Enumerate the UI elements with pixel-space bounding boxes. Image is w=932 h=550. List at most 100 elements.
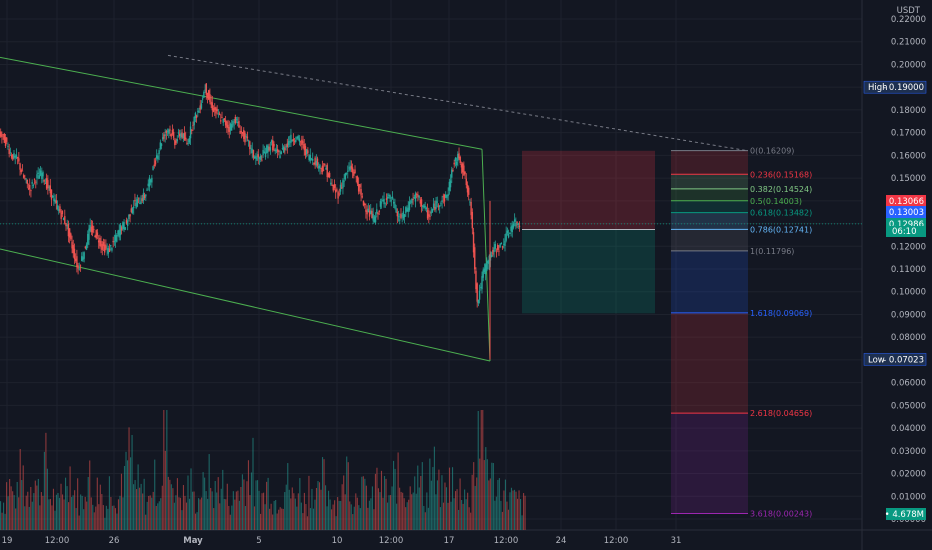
candle-body — [168, 129, 170, 134]
currency-label: USDT — [897, 6, 921, 16]
volume-bar — [229, 514, 231, 530]
drawing-lines[interactable] — [0, 54, 862, 362]
candle-body — [272, 140, 274, 151]
candle-body — [452, 169, 454, 171]
candle-body — [287, 141, 290, 145]
volume-bar — [157, 503, 159, 530]
volume-bar — [81, 495, 83, 530]
volume-bar — [19, 448, 21, 530]
volume-bar — [137, 464, 139, 530]
candle-body — [238, 121, 240, 128]
volume-bar — [237, 490, 239, 530]
dashed-trendline[interactable] — [167, 54, 749, 152]
volume-bar — [226, 483, 228, 530]
x-tick-label: 12:00 — [604, 536, 629, 546]
short-position-tool[interactable] — [522, 150, 655, 314]
volume-bar — [282, 508, 284, 530]
candle-body — [484, 264, 487, 275]
volume-bar — [126, 460, 129, 530]
candle-body — [296, 136, 298, 140]
candle-body — [497, 245, 499, 250]
channel-edge-line[interactable] — [481, 149, 491, 362]
candle-body — [122, 222, 124, 229]
volume-bar — [238, 500, 240, 530]
volume-bar — [291, 487, 293, 530]
volume-bar — [482, 410, 484, 530]
volume-bar — [455, 491, 457, 530]
candle-body — [366, 210, 368, 215]
volume-bar — [412, 492, 414, 530]
volume-bar — [364, 478, 366, 530]
volume-bar — [33, 493, 35, 530]
volume-bar — [199, 499, 201, 530]
volume-bar — [181, 510, 183, 530]
time-axis[interactable]: 1912:0026May51012:001712:002412:003112:0… — [2, 536, 682, 546]
candle-body — [143, 195, 146, 199]
candle-body — [112, 240, 114, 243]
candle-body — [82, 257, 84, 261]
volume-bar — [166, 410, 168, 530]
candle-body — [282, 146, 285, 153]
candle-body — [189, 126, 192, 139]
candle-body — [309, 154, 311, 161]
volume-bar — [39, 505, 41, 530]
candle-body — [454, 157, 457, 162]
candle-body — [9, 152, 12, 154]
candle-body — [185, 137, 187, 140]
candle-body — [170, 134, 172, 137]
channel-lower-line[interactable] — [0, 248, 491, 362]
candle-body — [499, 243, 501, 248]
candle-body — [61, 210, 64, 214]
candle-body — [154, 160, 157, 165]
y-tick-label: 0.18000 — [891, 106, 926, 116]
stop-loss-zone[interactable] — [522, 150, 655, 230]
volume-bar — [396, 503, 398, 530]
candle-body — [156, 155, 158, 159]
price-tag-value: 0.13066 — [889, 197, 924, 207]
candle-body — [214, 107, 216, 111]
candle-body — [305, 149, 308, 155]
fib-zone — [671, 250, 748, 313]
volume-bar — [285, 484, 287, 530]
candle-body — [319, 164, 321, 169]
volume-bar — [273, 500, 275, 530]
countdown-tag: 06:10 — [886, 226, 926, 237]
take-profit-zone[interactable] — [522, 229, 655, 314]
volume-bar — [267, 477, 269, 530]
volume-bar — [51, 505, 53, 530]
candle-body — [256, 157, 258, 161]
volume-bar — [420, 475, 422, 530]
low-tag-bg — [863, 353, 927, 366]
candle-body — [307, 150, 309, 154]
volume-bar — [462, 503, 464, 530]
fib-level-label: 0.5(0.14003) — [750, 197, 802, 206]
candle-body — [27, 188, 30, 190]
channel-upper-line[interactable] — [0, 56, 483, 150]
volume-bar — [521, 515, 523, 530]
volume-bar — [77, 478, 79, 530]
candle-body — [227, 124, 229, 129]
candle-body — [477, 299, 480, 304]
volume-bar — [54, 510, 56, 530]
volume-bar — [266, 481, 268, 530]
candle-body — [360, 188, 362, 196]
volume-bar — [442, 502, 445, 530]
volume-bar — [303, 492, 305, 530]
volume-bar — [464, 489, 466, 530]
volume-bar — [349, 501, 351, 530]
volume-bar — [377, 488, 380, 530]
candle-body — [140, 201, 142, 205]
volume-bar — [214, 480, 216, 530]
candle-body — [93, 229, 95, 230]
candle-body — [356, 176, 359, 184]
candle-body — [407, 207, 409, 212]
candle-body — [261, 159, 263, 161]
fib-level-label: 0.618(0.13482) — [750, 209, 812, 218]
candle-body — [6, 137, 8, 143]
candle-body — [19, 163, 21, 170]
volume-bar — [18, 497, 20, 530]
candle-body — [137, 197, 140, 199]
volume-bar — [388, 495, 390, 530]
